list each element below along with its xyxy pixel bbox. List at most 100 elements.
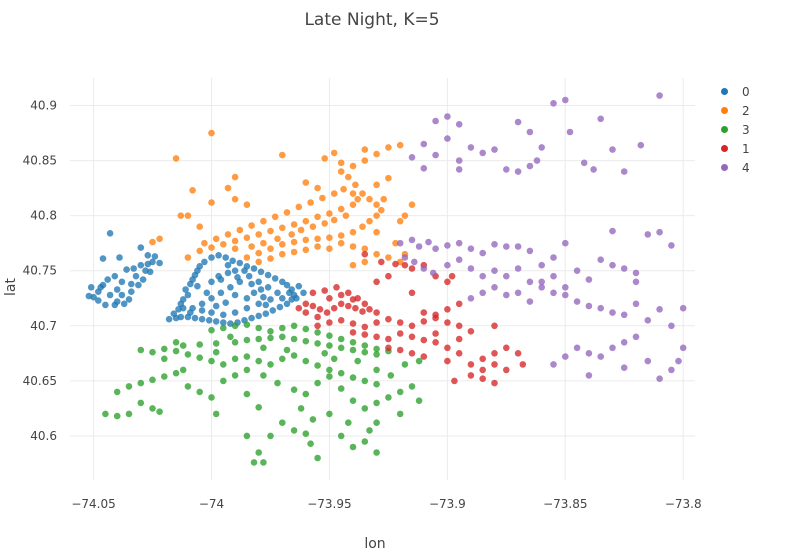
- data-point[interactable]: [385, 344, 392, 352]
- data-point[interactable]: [279, 151, 286, 159]
- data-point[interactable]: [123, 266, 130, 273]
- data-point[interactable]: [276, 303, 284, 311]
- data-point[interactable]: [243, 366, 251, 374]
- data-point[interactable]: [373, 419, 380, 427]
- data-point[interactable]: [279, 278, 286, 286]
- data-point[interactable]: [203, 289, 211, 297]
- data-point[interactable]: [118, 278, 126, 286]
- data-point[interactable]: [260, 293, 267, 301]
- data-point[interactable]: [314, 243, 321, 250]
- data-point[interactable]: [196, 388, 203, 396]
- data-point[interactable]: [352, 304, 359, 312]
- data-point[interactable]: [644, 231, 652, 238]
- data-point[interactable]: [609, 261, 616, 269]
- data-point[interactable]: [444, 278, 451, 286]
- data-point[interactable]: [448, 272, 456, 280]
- data-point[interactable]: [196, 247, 203, 255]
- data-point[interactable]: [255, 404, 262, 411]
- data-point[interactable]: [125, 296, 133, 303]
- data-point[interactable]: [632, 278, 640, 286]
- data-point[interactable]: [514, 243, 522, 250]
- data-point[interactable]: [455, 350, 463, 357]
- data-point[interactable]: [279, 241, 286, 248]
- data-point[interactable]: [106, 291, 114, 299]
- data-point[interactable]: [444, 357, 451, 365]
- data-point[interactable]: [585, 350, 593, 357]
- data-point[interactable]: [429, 269, 437, 277]
- data-point[interactable]: [271, 275, 279, 282]
- data-point[interactable]: [467, 265, 475, 272]
- data-point[interactable]: [444, 261, 451, 269]
- data-point[interactable]: [590, 166, 597, 173]
- data-point[interactable]: [444, 319, 451, 326]
- data-point[interactable]: [326, 245, 333, 252]
- data-point[interactable]: [342, 212, 350, 219]
- data-point[interactable]: [279, 295, 286, 302]
- data-point[interactable]: [243, 321, 251, 329]
- data-point[interactable]: [609, 227, 616, 235]
- data-point[interactable]: [408, 265, 416, 272]
- data-point[interactable]: [373, 150, 380, 158]
- data-point[interactable]: [415, 357, 423, 365]
- data-point[interactable]: [550, 361, 557, 368]
- data-point[interactable]: [455, 322, 463, 330]
- data-point[interactable]: [444, 113, 451, 120]
- data-point[interactable]: [255, 300, 262, 308]
- data-point[interactable]: [503, 243, 510, 250]
- data-point[interactable]: [267, 432, 274, 440]
- data-point[interactable]: [290, 238, 298, 246]
- data-point[interactable]: [337, 168, 345, 175]
- data-point[interactable]: [597, 304, 604, 312]
- data-point[interactable]: [255, 278, 262, 286]
- data-point[interactable]: [411, 258, 418, 266]
- data-point[interactable]: [234, 274, 241, 281]
- data-point[interactable]: [396, 217, 404, 225]
- data-point[interactable]: [656, 228, 663, 236]
- data-point[interactable]: [361, 157, 369, 164]
- data-point[interactable]: [113, 412, 121, 420]
- data-point[interactable]: [432, 151, 439, 159]
- data-point[interactable]: [283, 346, 291, 354]
- data-point[interactable]: [585, 372, 593, 379]
- data-point[interactable]: [349, 374, 357, 381]
- data-point[interactable]: [361, 250, 369, 258]
- data-point[interactable]: [491, 379, 498, 387]
- data-point[interactable]: [212, 235, 220, 243]
- data-point[interactable]: [620, 168, 628, 175]
- data-point[interactable]: [597, 256, 604, 264]
- data-point[interactable]: [401, 261, 409, 269]
- data-point[interactable]: [321, 220, 329, 227]
- data-point[interactable]: [212, 318, 220, 325]
- data-point[interactable]: [260, 459, 267, 466]
- data-point[interactable]: [526, 128, 534, 136]
- data-point[interactable]: [408, 236, 416, 244]
- data-point[interactable]: [236, 259, 244, 267]
- data-point[interactable]: [392, 260, 399, 268]
- data-point[interactable]: [679, 344, 687, 352]
- data-point[interactable]: [373, 345, 380, 353]
- data-point[interactable]: [113, 286, 121, 293]
- data-point[interactable]: [396, 346, 404, 354]
- data-point[interactable]: [392, 239, 399, 247]
- data-point[interactable]: [187, 309, 194, 316]
- data-point[interactable]: [144, 252, 152, 259]
- data-point[interactable]: [196, 223, 203, 230]
- data-point[interactable]: [361, 331, 369, 338]
- data-point[interactable]: [255, 231, 262, 238]
- data-point[interactable]: [432, 330, 439, 337]
- data-point[interactable]: [172, 339, 180, 346]
- data-point[interactable]: [231, 339, 239, 346]
- data-point[interactable]: [620, 311, 628, 319]
- data-point[interactable]: [385, 394, 392, 401]
- data-point[interactable]: [314, 184, 321, 192]
- data-point[interactable]: [250, 289, 258, 297]
- data-point[interactable]: [179, 296, 187, 303]
- data-point[interactable]: [432, 117, 439, 125]
- data-point[interactable]: [139, 276, 147, 283]
- data-point[interactable]: [550, 272, 557, 280]
- data-point[interactable]: [330, 149, 338, 157]
- data-point[interactable]: [387, 372, 395, 379]
- data-point[interactable]: [408, 201, 416, 208]
- data-point[interactable]: [102, 301, 109, 309]
- data-point[interactable]: [297, 405, 305, 412]
